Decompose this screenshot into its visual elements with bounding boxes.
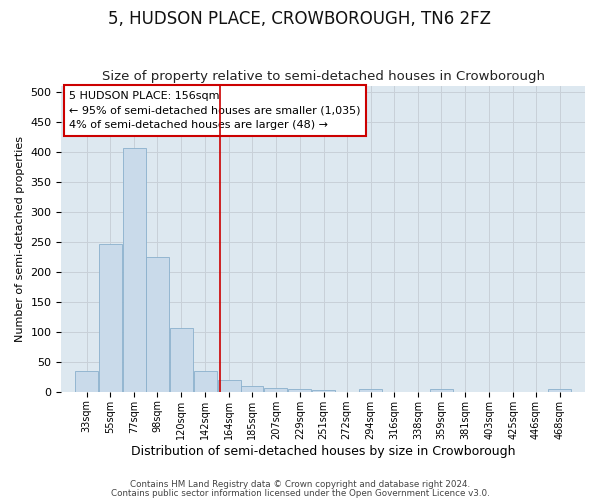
- Bar: [313, 390, 335, 392]
- Text: Contains HM Land Registry data © Crown copyright and database right 2024.: Contains HM Land Registry data © Crown c…: [130, 480, 470, 489]
- Bar: [194, 371, 217, 392]
- Y-axis label: Number of semi-detached properties: Number of semi-detached properties: [15, 136, 25, 342]
- X-axis label: Distribution of semi-detached houses by size in Crowborough: Distribution of semi-detached houses by …: [131, 444, 515, 458]
- Text: Contains public sector information licensed under the Open Government Licence v3: Contains public sector information licen…: [110, 489, 490, 498]
- Bar: [75, 371, 98, 392]
- Bar: [99, 244, 122, 392]
- Bar: [218, 380, 241, 392]
- Title: Size of property relative to semi-detached houses in Crowborough: Size of property relative to semi-detach…: [102, 70, 545, 84]
- Bar: [359, 390, 382, 392]
- Bar: [241, 386, 263, 392]
- Bar: [123, 148, 146, 392]
- Bar: [265, 388, 287, 392]
- Bar: [430, 390, 452, 392]
- Text: 5 HUDSON PLACE: 156sqm
← 95% of semi-detached houses are smaller (1,035)
4% of s: 5 HUDSON PLACE: 156sqm ← 95% of semi-det…: [69, 90, 361, 130]
- Bar: [170, 328, 193, 392]
- Text: 5, HUDSON PLACE, CROWBOROUGH, TN6 2FZ: 5, HUDSON PLACE, CROWBOROUGH, TN6 2FZ: [109, 10, 491, 28]
- Bar: [146, 257, 169, 392]
- Bar: [289, 389, 311, 392]
- Bar: [548, 390, 571, 392]
